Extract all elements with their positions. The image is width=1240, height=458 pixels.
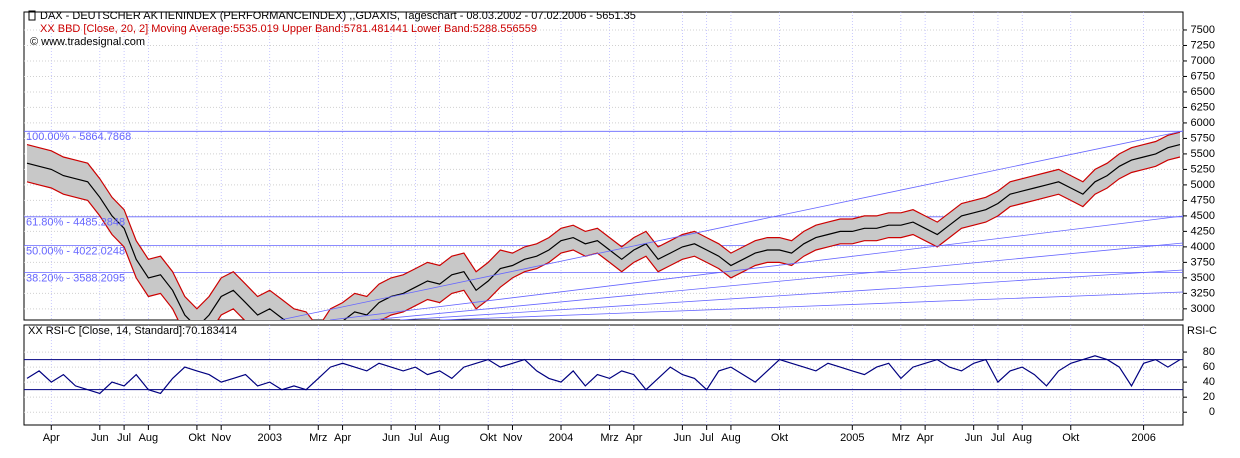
copyright: © www.tradesignal.com [30,36,145,48]
x-tick-label: Jul [700,432,714,444]
x-tick-label: 2003 [257,432,281,444]
x-tick-label: Apr [43,432,60,444]
y-tick-label: 4500 [1191,210,1215,222]
series-line [26,355,1181,395]
x-tick-label: Okt [771,432,788,444]
plot-layer: Apr Jun Jul Aug Okt Nov 2003 Mrz Apr Jun Jul Aug Okt… [24,12,1215,444]
fib-label: 38.20% - 3588.2095 [26,272,125,284]
x-tick-label: Okt [188,432,205,444]
y-tick-label: 5500 [1191,148,1215,160]
x-tick-label: Jun [382,432,400,444]
trend-line [399,269,1183,320]
y-tick-label: 40 [1203,376,1215,388]
chart-title: DAX - DEUTSCHER AKTIENINDEX (PERFORMANCE… [40,10,636,22]
rsi-title: XX RSI-C [Close, 14, Standard]:70.183414 [28,325,237,337]
plot-area [24,29,1183,320]
x-tick-label: Jun [965,432,983,444]
rsi-panel [23,324,1184,426]
x-tick-label: Mrz [892,432,910,444]
x-tick-label: Apr [334,432,351,444]
y-tick-label: 0 [1209,406,1215,418]
y-tick-label: 7250 [1191,39,1215,51]
x-tick-label: 2004 [549,432,573,444]
trend-line [279,130,1183,320]
x-tick-label: Apr [625,432,642,444]
x-tick-label: Nov [211,432,231,444]
y-tick-label: 5250 [1191,163,1215,175]
y-tick-label: 4750 [1191,194,1215,206]
plot-area [24,351,1183,413]
subtitle: XX BBD [Close, 20, 2] Moving Average:553… [40,23,537,35]
series-line [26,131,1181,320]
trend-line [369,242,1183,320]
x-tick-label: Jun [674,432,692,444]
y-tick-label: 3000 [1191,303,1215,315]
y-tick-label: 5000 [1191,179,1215,191]
fib-label: 50.00% - 4022.0248 [26,245,125,257]
x-tick-label: Okt [480,432,497,444]
fib-label: 61.80% - 4485.2848 [26,217,125,229]
y-tick-label: 5750 [1191,132,1215,144]
y-tick-label: 7500 [1191,24,1215,36]
x-tick-label: Nov [503,432,523,444]
y-tick-label: 3750 [1191,256,1215,268]
rsi-axis-label: RSI-C [1187,325,1217,337]
y-tick-label: 20 [1203,391,1215,403]
x-tick-label: 2006 [1131,432,1155,444]
x-tick-label: Mrz [309,432,327,444]
x-tick-label: 2005 [840,432,864,444]
y-tick-label: 3250 [1191,287,1215,299]
x-tick-label: Apr [917,432,934,444]
y-tick-label: 80 [1203,346,1215,358]
y-tick-label: 6750 [1191,70,1215,82]
x-tick-label: Aug [1012,432,1032,444]
icon [28,10,36,21]
band-fill [27,132,1180,320]
x-tick-label: Aug [139,432,159,444]
x-tick-label: Aug [721,432,741,444]
fib-label: 100.00% - 5864.7868 [26,131,131,143]
x-tick-label: Mrz [600,432,618,444]
price-panel [23,11,1184,321]
y-tick-label: 6500 [1191,86,1215,98]
series-line [26,144,1181,320]
trend-lines [279,130,1183,320]
x-tick-label: Jul [117,432,131,444]
x-tick-label: Jul [991,432,1005,444]
y-tick-label: 60 [1203,361,1215,373]
x-tick-label: Jul [408,432,422,444]
x-tick-label: Jun [91,432,109,444]
trend-line [329,215,1183,320]
series-line [26,156,1181,320]
y-tick-label: 3500 [1191,272,1215,284]
x-tick-label: Okt [1062,432,1079,444]
trend-line [439,291,1183,320]
y-tick-label: 6250 [1191,101,1215,113]
y-tick-label: 7000 [1191,55,1215,67]
y-tick-label: 4000 [1191,241,1215,253]
x-tick-label: Aug [430,432,450,444]
y-tick-label: 4250 [1191,225,1215,237]
y-tick-label: 6000 [1191,117,1215,129]
